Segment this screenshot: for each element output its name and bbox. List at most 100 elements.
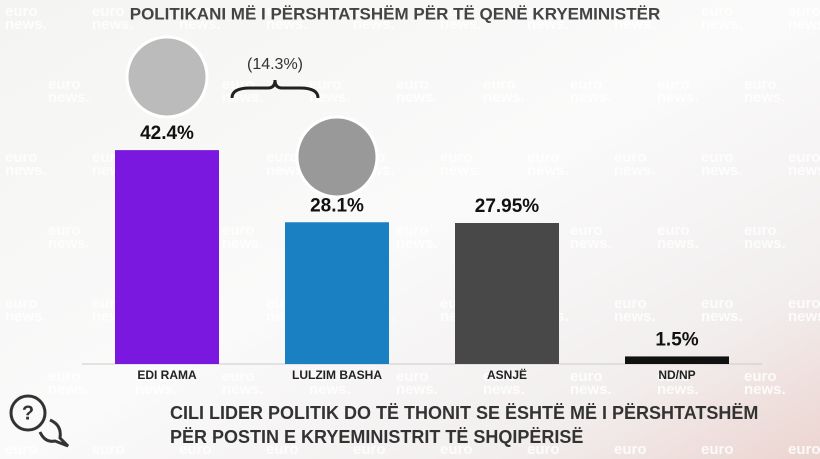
watermark: news.	[614, 308, 656, 325]
watermark: news.	[614, 454, 656, 459]
watermark: euro	[92, 441, 125, 458]
watermark: euro	[614, 441, 647, 458]
x-tick-label: ASNJË	[487, 367, 527, 382]
watermark: euro	[527, 149, 560, 166]
watermark: news.	[527, 162, 569, 179]
watermark: news.	[92, 16, 134, 33]
watermark: news.	[527, 454, 569, 459]
watermark: news.	[483, 89, 525, 106]
watermark: news.	[396, 235, 438, 252]
watermark: news.	[92, 454, 134, 459]
bar	[115, 150, 219, 364]
watermark: euro	[483, 76, 516, 93]
watermark: news.	[48, 381, 90, 398]
watermark: news.	[5, 162, 47, 179]
watermark: euro	[440, 3, 473, 20]
watermark: news.	[266, 454, 308, 459]
watermark: euro	[483, 368, 516, 385]
watermark: euro	[222, 368, 255, 385]
photo-lulzim-basha	[295, 115, 379, 199]
watermark: news.	[48, 89, 90, 106]
watermark: euro	[222, 222, 255, 239]
watermark: euro	[657, 76, 690, 93]
chart-title: POLITIKANI MË I PËRSHTATSHËM PËR TË QENË…	[130, 4, 661, 23]
watermark: news.	[570, 235, 612, 252]
watermark: news.	[179, 454, 221, 459]
watermark: news.	[744, 381, 786, 398]
watermark: news.	[701, 308, 743, 325]
watermark: euro	[266, 3, 299, 20]
watermark: news.	[179, 16, 221, 33]
x-tick-label: LULZIM BASHA	[292, 368, 382, 382]
value-label: 1.5%	[655, 329, 698, 350]
watermark: euro	[48, 222, 81, 239]
watermark: news.	[788, 308, 820, 325]
watermark: news.	[701, 16, 743, 33]
watermark: news.	[657, 235, 699, 252]
watermark: euro	[657, 368, 690, 385]
watermark: euro	[48, 368, 81, 385]
watermark: news.	[440, 454, 482, 459]
watermark: euro	[614, 149, 647, 166]
watermark: news.	[5, 16, 47, 33]
watermark: news.	[483, 381, 525, 398]
watermark: euro	[788, 441, 820, 458]
value-label: 28.1%	[310, 195, 364, 216]
watermark: euro	[440, 149, 473, 166]
bar	[285, 222, 389, 364]
annotation: (14.3%)	[247, 56, 303, 73]
watermark: news.	[440, 16, 482, 33]
watermark: euro	[570, 222, 603, 239]
watermark: euro	[744, 368, 777, 385]
watermark: euro	[266, 149, 299, 166]
watermark: news.	[701, 162, 743, 179]
watermark: euro	[5, 3, 38, 20]
watermark: euro	[309, 368, 342, 385]
watermark: news.	[396, 381, 438, 398]
watermark: euro	[657, 222, 690, 239]
watermark: news.	[614, 162, 656, 179]
watermark: news.	[309, 89, 351, 106]
bar	[455, 223, 559, 364]
question-line: PËR POSTIN E KRYEMINISTRIT TË SHQIPËRISË	[170, 427, 583, 447]
watermark: euro	[701, 3, 734, 20]
watermark: euro	[179, 3, 212, 20]
watermark: news.	[788, 16, 820, 33]
watermark: euro	[744, 222, 777, 239]
question-icon: ?	[9, 394, 70, 448]
brace	[230, 79, 320, 99]
watermark: news.	[135, 381, 177, 398]
watermark: euro	[614, 295, 647, 312]
bar	[625, 356, 729, 364]
watermark: news.	[266, 16, 308, 33]
watermark: euro	[5, 149, 38, 166]
watermark: euro	[92, 3, 125, 20]
watermark: euro	[396, 76, 429, 93]
watermark: euro	[788, 295, 820, 312]
x-tick-label: EDI RAMA	[137, 368, 197, 382]
watermark: news.	[701, 454, 743, 459]
watermark: euro	[788, 149, 820, 166]
watermark: euro	[353, 441, 386, 458]
watermark: news.	[5, 308, 47, 325]
watermark: news.	[744, 89, 786, 106]
svg-text:?: ?	[22, 402, 34, 424]
watermark: news.	[440, 162, 482, 179]
photo-edi-rama	[125, 35, 209, 119]
watermark: news.	[657, 89, 699, 106]
watermark: euro	[309, 76, 342, 93]
watermark: news.	[396, 89, 438, 106]
watermark: euro	[266, 441, 299, 458]
watermark: news.	[788, 162, 820, 179]
value-label: 27.95%	[475, 196, 540, 217]
watermark: news.	[570, 381, 612, 398]
watermark: euro	[701, 441, 734, 458]
watermark: news.	[5, 454, 47, 459]
watermark: euro	[701, 149, 734, 166]
watermark: news.	[570, 89, 612, 106]
watermark: news.	[222, 235, 264, 252]
watermark: euro	[570, 368, 603, 385]
watermark: news.	[353, 16, 395, 33]
